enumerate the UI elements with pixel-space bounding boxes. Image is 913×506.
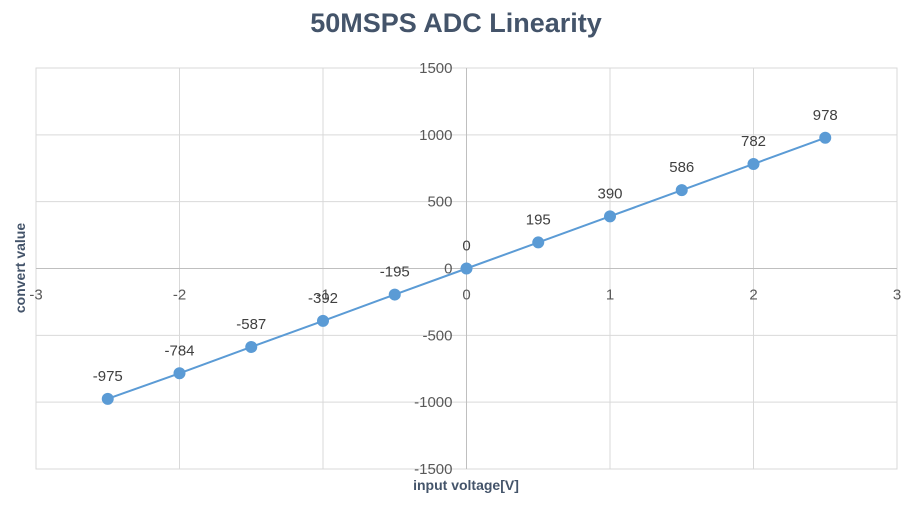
series: [101, 131, 832, 405]
y-tick-label: 0: [444, 261, 452, 278]
x-tick-label: -2: [173, 287, 186, 304]
y-tick-label: 1000: [419, 127, 452, 144]
y-axis-title: convert value: [12, 223, 28, 313]
data-label: 782: [741, 133, 766, 150]
data-point: [747, 157, 760, 170]
data-point: [604, 210, 616, 223]
y-tick-label: -500: [422, 327, 452, 344]
data-point: [819, 131, 832, 144]
data-point: [532, 236, 545, 249]
data-point: [388, 288, 401, 301]
data-label: 978: [813, 107, 838, 124]
data-label: -784: [164, 342, 194, 359]
chart-title: 50MSPS ADC Linearity: [310, 8, 602, 38]
y-tick-label: 500: [427, 194, 452, 211]
data-point: [675, 184, 688, 197]
data-point: [317, 314, 329, 327]
y-tick-label: -1500: [414, 461, 452, 478]
data-label: -195: [380, 264, 410, 281]
data-point: [173, 367, 186, 380]
data-label: -587: [236, 316, 266, 333]
x-tick-label: -3: [29, 287, 42, 304]
y-tick-label: 1500: [419, 60, 452, 77]
data-label: -392: [308, 290, 338, 307]
data-label: 195: [526, 211, 551, 228]
tick-labels: -3 -2 -1 0 1 2 3 -1500 -1000 -500 0 500 1000 1500: [29, 60, 901, 478]
x-tick-label: 1: [606, 287, 614, 304]
data-point: [460, 262, 473, 275]
x-tick-label: 3: [893, 287, 901, 304]
x-axis-title: input voltage[V]: [413, 477, 519, 493]
x-tick-label: -1: [316, 287, 329, 304]
data-point: [101, 392, 114, 405]
data-label: 390: [597, 185, 622, 202]
data-label: 586: [669, 159, 694, 176]
y-tick-label: -1000: [414, 394, 452, 411]
x-tick-label: 0: [462, 287, 470, 304]
data-labels: -975 -784 -587 -392 -195 0 195 390 586 782 978: [93, 107, 838, 385]
x-tick-label: 2: [749, 287, 757, 304]
data-point: [245, 340, 258, 353]
data-label: 0: [462, 238, 470, 255]
data-label: -975: [93, 368, 123, 385]
